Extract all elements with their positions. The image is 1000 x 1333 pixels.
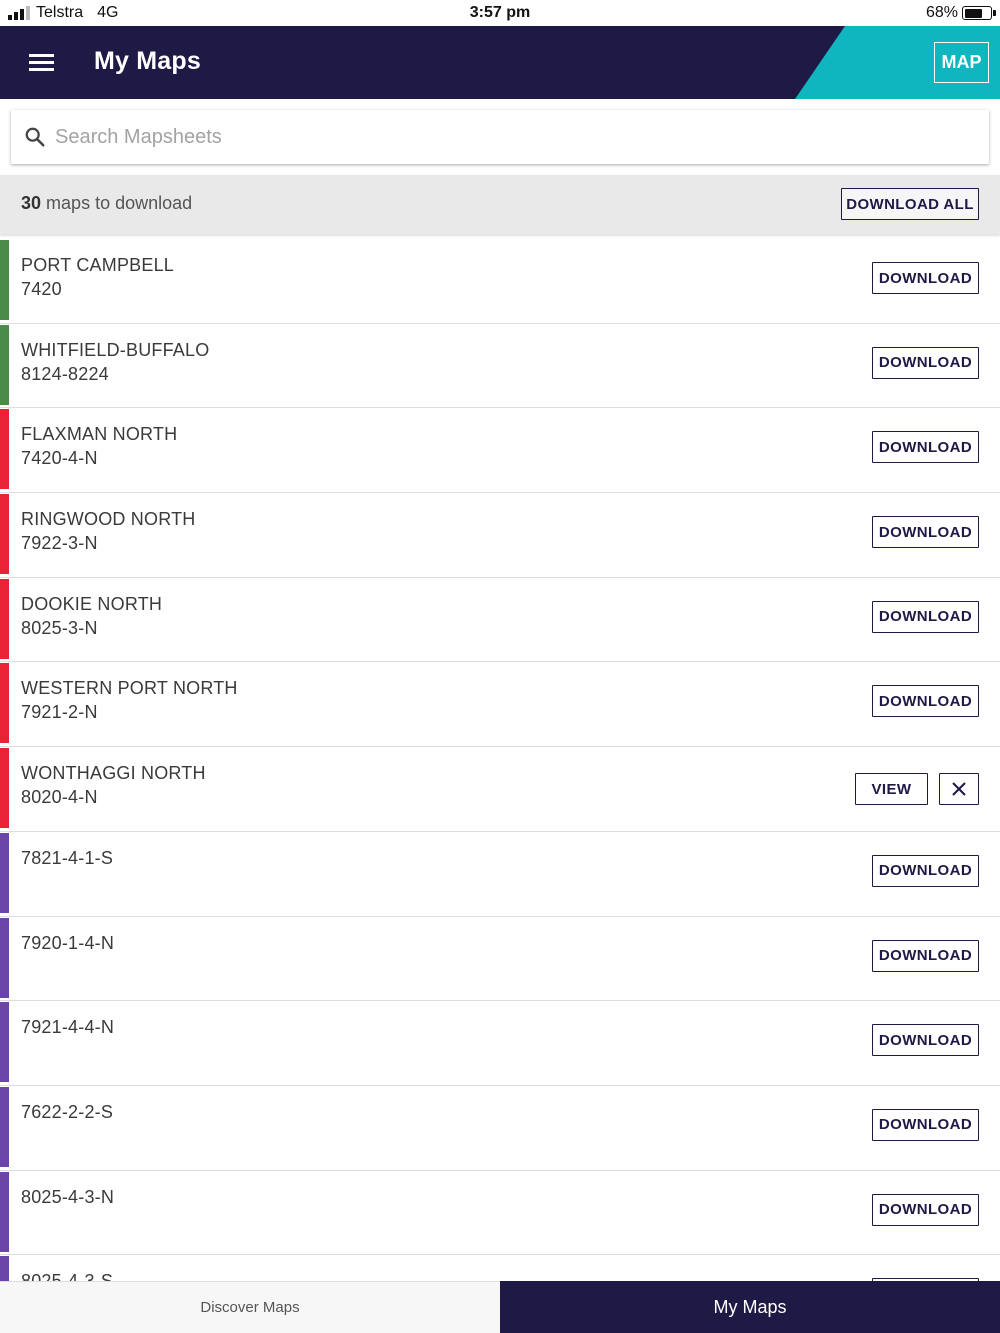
- map-list-item[interactable]: WHITFIELD-BUFFALO 8124-8224 DOWNLOAD: [0, 324, 1000, 409]
- map-name: 8025-4-3-S: [21, 1271, 113, 1281]
- map-list-item[interactable]: 7821-4-1-S DOWNLOAD: [0, 832, 1000, 917]
- map-status-stripe: [0, 494, 9, 575]
- search-icon: [25, 127, 45, 147]
- download-button[interactable]: DOWNLOAD: [872, 262, 979, 294]
- map-code: 8020-4-N: [21, 787, 98, 808]
- map-name: PORT CAMPBELL: [21, 255, 174, 275]
- map-status-stripe: [0, 409, 9, 490]
- map-list-item[interactable]: WONTHAGGI NORTH 8020-4-N VIEW: [0, 747, 1000, 832]
- map-list-item[interactable]: 8025-4-3-S DOWNLOAD: [0, 1255, 1000, 1281]
- map-name: 7920-1-4-N: [21, 932, 115, 953]
- map-status-stripe: [0, 1256, 9, 1281]
- map-code: 7922-3-N: [21, 533, 98, 554]
- map-list-item[interactable]: WESTERN PORT NORTH 7921-2-N DOWNLOAD: [0, 662, 1000, 748]
- download-summary-bar: 30 maps to download DOWNLOAD ALL: [0, 175, 1000, 234]
- map-list-item[interactable]: DOOKIE NORTH 8025-3-N DOWNLOAD: [0, 578, 1000, 663]
- download-summary-text: 30 maps to download: [21, 193, 192, 214]
- map-list-item[interactable]: RINGWOOD NORTH 7922-3-N DOWNLOAD: [0, 493, 1000, 578]
- map-name: WHITFIELD-BUFFALO: [21, 339, 210, 360]
- signal-strength-icon: [8, 6, 30, 20]
- map-code: 7921-2-N: [21, 702, 98, 723]
- map-code: 8124-8224: [21, 363, 109, 384]
- download-button[interactable]: DOWNLOAD: [872, 854, 979, 887]
- download-button[interactable]: DOWNLOAD: [872, 1278, 979, 1281]
- search-input[interactable]: [55, 120, 955, 154]
- download-button[interactable]: DOWNLOAD: [872, 939, 979, 972]
- battery-level: [964, 8, 982, 18]
- map-name: 8025-4-3-N: [21, 1186, 115, 1207]
- download-button[interactable]: DOWNLOAD: [872, 685, 979, 718]
- map-list-item[interactable]: 7921-4-4-N DOWNLOAD: [0, 1001, 1000, 1086]
- download-button[interactable]: DOWNLOAD: [872, 1193, 979, 1226]
- tab-my-maps[interactable]: My Maps: [500, 1281, 1000, 1333]
- map-status-stripe: [0, 1002, 9, 1083]
- remove-map-button[interactable]: [939, 773, 979, 806]
- map-name: WONTHAGGI NORTH: [21, 763, 206, 784]
- map-list-item[interactable]: 7920-1-4-N DOWNLOAD: [0, 917, 1000, 1002]
- download-all-button[interactable]: DOWNLOAD ALL: [841, 188, 979, 220]
- map-name: 7921-4-4-N: [21, 1017, 115, 1038]
- download-count: 30: [21, 193, 42, 213]
- map-status-stripe: [0, 324, 9, 405]
- page-title: My Maps: [94, 47, 201, 75]
- battery-percent: 68%: [925, 4, 958, 21]
- battery-icon: [962, 6, 996, 20]
- download-button[interactable]: DOWNLOAD: [872, 1108, 979, 1141]
- hamburger-menu-icon[interactable]: [29, 53, 55, 73]
- map-status-stripe: [0, 832, 9, 913]
- download-button[interactable]: DOWNLOAD: [872, 346, 979, 379]
- map-status-stripe: [0, 917, 9, 998]
- download-button[interactable]: DOWNLOAD: [872, 516, 979, 549]
- close-icon: [952, 782, 966, 796]
- map-status-stripe: [0, 663, 9, 744]
- map-name: FLAXMAN NORTH: [21, 424, 178, 445]
- app-header: My Maps MAP: [0, 26, 1000, 99]
- carrier-name: Telstra: [36, 4, 84, 21]
- bottom-tab-bar: Discover Maps My Maps: [0, 1281, 1000, 1333]
- status-left: Telstra 4G: [8, 4, 118, 22]
- network-type: 4G: [97, 4, 119, 21]
- download-summary-label: maps to download: [46, 193, 193, 213]
- map-status-stripe: [0, 1086, 9, 1167]
- map-status-stripe: [0, 240, 9, 320]
- status-time: 3:57 pm: [469, 4, 531, 21]
- map-name: WESTERN PORT NORTH: [21, 678, 238, 699]
- map-name: 7821-4-1-S: [21, 847, 114, 868]
- map-name: RINGWOOD NORTH: [21, 509, 196, 530]
- map-list-item[interactable]: PORT CAMPBELL 7420 DOWNLOAD: [0, 239, 1000, 324]
- download-button[interactable]: DOWNLOAD: [872, 431, 979, 464]
- map-code: 8025-3-N: [21, 617, 98, 638]
- download-button[interactable]: DOWNLOAD: [872, 600, 979, 633]
- view-button[interactable]: VIEW: [855, 773, 928, 806]
- map-code: 7420-4-N: [21, 448, 98, 469]
- status-bar: Telstra 4G 3:57 pm 68%: [0, 0, 1000, 26]
- map-button[interactable]: MAP: [934, 42, 989, 83]
- tab-discover-maps[interactable]: Discover Maps: [0, 1281, 500, 1333]
- status-right: 68%: [925, 4, 996, 22]
- download-button[interactable]: DOWNLOAD: [872, 1024, 979, 1057]
- map-code: 7420: [21, 279, 62, 299]
- search-box[interactable]: [11, 110, 989, 164]
- map-name: DOOKIE NORTH: [21, 593, 163, 614]
- map-list-item[interactable]: FLAXMAN NORTH 7420-4-N DOWNLOAD: [0, 408, 1000, 494]
- map-list-item[interactable]: 7622-2-2-S DOWNLOAD: [0, 1086, 1000, 1171]
- map-name: 7622-2-2-S: [21, 1101, 114, 1122]
- map-status-stripe: [0, 1171, 9, 1252]
- map-status-stripe: [0, 578, 9, 659]
- map-list: PORT CAMPBELL 7420 DOWNLOAD WHITFIELD-BUFFA…: [0, 239, 1000, 1281]
- map-list-item[interactable]: 8025-4-3-N DOWNLOAD: [0, 1171, 1000, 1256]
- map-status-stripe: [0, 748, 9, 829]
